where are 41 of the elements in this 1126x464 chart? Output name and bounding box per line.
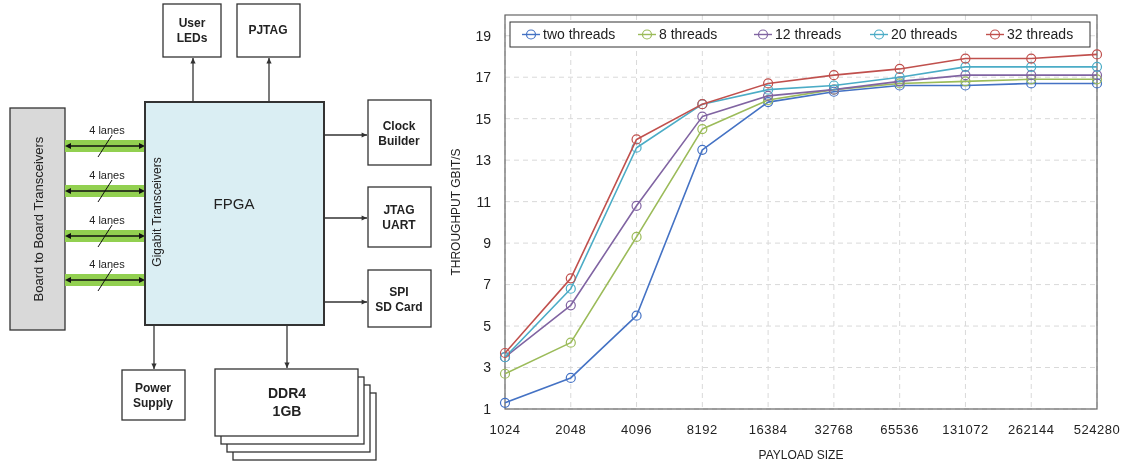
text: JTAG UART [382, 202, 417, 232]
text: Clock Builder [378, 118, 420, 148]
y-axis-title: THROUGHPUT GBIT/S [449, 148, 463, 276]
x-tick-label: 4096 [621, 422, 653, 437]
text: SPI SD Card [375, 284, 423, 314]
text: DDR4 1GB [267, 385, 307, 419]
text: PJTAG [248, 23, 288, 38]
x-tick-label: 32768 [814, 422, 854, 437]
text: 4 lanes [89, 213, 126, 226]
text: Power Supply [132, 380, 174, 410]
y-tick-label: 17 [475, 69, 492, 86]
text: Board to Board Transceivers [30, 136, 46, 302]
y-tick-label: 13 [475, 152, 492, 169]
y-tick-label: 15 [475, 110, 492, 127]
y-tick-label: 9 [483, 235, 492, 252]
x-tick-label: 524280 [1073, 422, 1121, 437]
x-tick-label: 8192 [686, 422, 718, 437]
x-axis-title: PAYLOAD SIZE [758, 448, 844, 462]
text: User LEDs [176, 15, 208, 45]
x-tick-label: 262144 [1008, 422, 1055, 437]
y-tick-label: 5 [483, 317, 492, 334]
y-tick-label: 1 [483, 400, 492, 417]
legend-label: 8 threads [659, 26, 718, 43]
text: 4 lanes [89, 168, 126, 181]
x-tick-label: 131072 [942, 422, 989, 437]
legend-label: 32 threads [1007, 26, 1074, 43]
y-tick-label: 3 [483, 359, 492, 376]
legend-label: 12 threads [775, 26, 842, 43]
text: Gigabit Transceivers [150, 157, 165, 267]
x-tick-label: 1024 [489, 422, 521, 437]
legend-label: 20 threads [891, 26, 958, 43]
x-tick-label: 2048 [555, 422, 587, 437]
text: FPGA [213, 195, 255, 213]
y-tick-label: 19 [475, 27, 492, 44]
x-tick-label: 16384 [748, 422, 788, 437]
text: 4 lanes [89, 257, 126, 270]
y-tick-label: 11 [476, 193, 492, 210]
x-tick-label: 65536 [880, 422, 919, 437]
legend-label: two threads [543, 26, 616, 43]
y-tick-label: 7 [483, 276, 492, 293]
text: 4 lanes [89, 123, 126, 136]
